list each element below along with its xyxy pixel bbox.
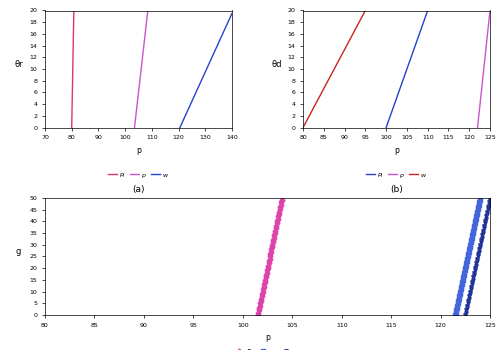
Title: (a): (a) [132, 185, 144, 194]
Y-axis label: θr: θr [14, 60, 22, 69]
X-axis label: p: p [136, 146, 141, 155]
Legend: $p_j$, $p$, $w$: $p_j$, $p$, $w$ [364, 169, 430, 183]
Y-axis label: θd: θd [271, 60, 281, 69]
Legend: $p_j$, $p$, $w$: $p_j$, $p$, $w$ [106, 169, 172, 183]
Legend: $p_j$, $p$, $w$: $p_j$, $p$, $w$ [231, 345, 304, 350]
X-axis label: p: p [265, 333, 270, 342]
X-axis label: p: p [394, 146, 399, 155]
Y-axis label: g: g [16, 247, 21, 257]
Title: (b): (b) [390, 185, 403, 194]
